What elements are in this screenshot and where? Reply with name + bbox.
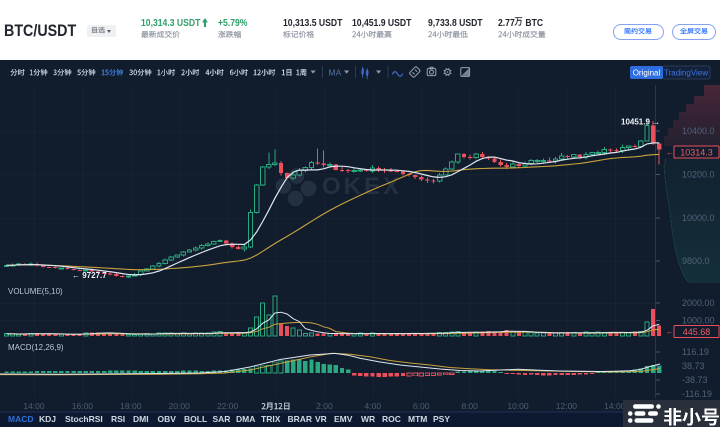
svg-text:RSI: RSI (111, 414, 125, 424)
svg-text:38.73: 38.73 (682, 361, 705, 371)
svg-text:14:00: 14:00 (23, 401, 45, 411)
svg-text:←: ← (666, 148, 674, 157)
svg-text:10451.9 →: 10451.9 → (621, 118, 660, 127)
svg-text:18:00: 18:00 (120, 401, 142, 411)
svg-text:SAR: SAR (213, 414, 231, 424)
svg-text:PSY: PSY (433, 414, 450, 424)
svg-text:12:00: 12:00 (556, 401, 578, 411)
svg-text:14:00: 14:00 (604, 401, 626, 411)
svg-text:10400.0: 10400.0 (682, 126, 715, 136)
svg-text:Original: Original (633, 69, 661, 78)
svg-text:VR: VR (315, 414, 327, 424)
svg-text:StochRSI: StochRSI (65, 414, 103, 424)
svg-text:10314.3: 10314.3 (680, 148, 713, 158)
svg-text:445.68: 445.68 (683, 327, 711, 337)
svg-text:MA: MA (329, 68, 342, 78)
svg-text:WR: WR (361, 414, 375, 424)
svg-text:-38.73: -38.73 (682, 375, 708, 385)
svg-text:ROC: ROC (382, 414, 401, 424)
svg-text:9800.0: 9800.0 (682, 256, 710, 266)
svg-text:116.19: 116.19 (682, 347, 709, 357)
svg-text:4:00: 4:00 (365, 401, 382, 411)
svg-text:TRIX: TRIX (261, 414, 281, 424)
svg-text:← 9727.7: ← 9727.7 (72, 271, 107, 280)
svg-text:-116.19: -116.19 (682, 389, 712, 399)
svg-text:16:00: 16:00 (72, 401, 94, 411)
svg-text:MACD: MACD (8, 414, 34, 424)
svg-text:1000.00: 1000.00 (682, 315, 715, 325)
svg-text:←: ← (666, 327, 674, 336)
svg-text:10:00: 10:00 (507, 401, 529, 411)
svg-text:10200.0: 10200.0 (682, 169, 715, 179)
svg-text:EMV: EMV (334, 414, 353, 424)
svg-text:KDJ: KDJ (39, 414, 56, 424)
svg-text:10000.0: 10000.0 (682, 213, 715, 223)
svg-text:DMA: DMA (236, 414, 255, 424)
svg-text:22:00: 22:00 (217, 401, 239, 411)
svg-text:OKEX: OKEX (322, 173, 402, 200)
svg-text:20:00: 20:00 (169, 401, 191, 411)
svg-text:6:00: 6:00 (413, 401, 430, 411)
svg-text:MACD(12,26,9): MACD(12,26,9) (8, 343, 64, 352)
svg-text:OBV: OBV (158, 414, 177, 424)
svg-text:BRAR: BRAR (288, 414, 313, 424)
svg-text:2:00: 2:00 (316, 401, 333, 411)
svg-text:TradingView: TradingView (664, 69, 708, 78)
svg-text:DMI: DMI (133, 414, 149, 424)
svg-text:VOLUME(5,10): VOLUME(5,10) (8, 287, 63, 296)
svg-text:BOLL: BOLL (184, 414, 207, 424)
svg-text:8:00: 8:00 (461, 401, 478, 411)
svg-text:2000.00: 2000.00 (682, 298, 715, 308)
svg-text:MTM: MTM (408, 414, 427, 424)
